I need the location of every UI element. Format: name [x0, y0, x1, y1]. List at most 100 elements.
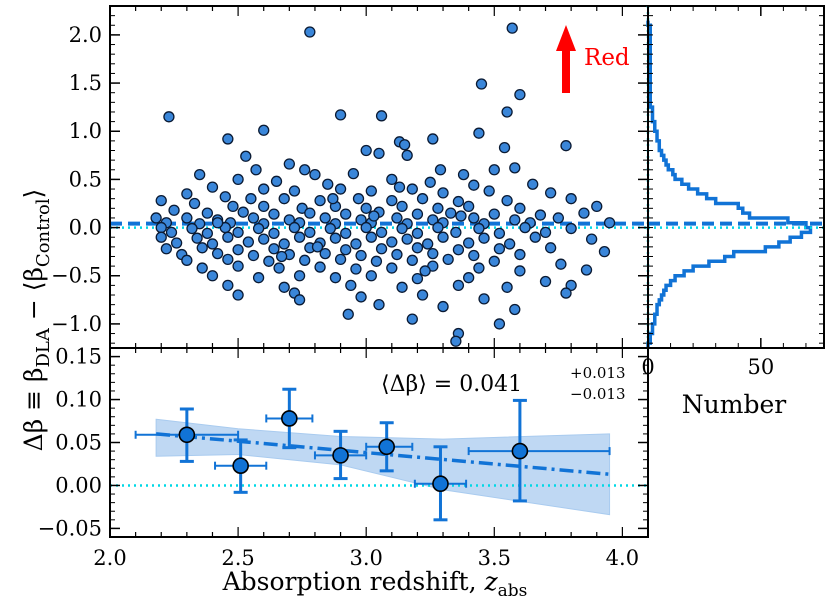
y-tick-label: 0.10 — [55, 388, 102, 412]
y-tick-label: 2.0 — [69, 23, 102, 47]
data-point — [350, 238, 362, 250]
data-point — [375, 243, 388, 255]
x-tick-label: 2.5 — [221, 546, 254, 570]
data-point — [201, 207, 214, 219]
y-axis-title-lhs: Δβ ≡ β — [19, 368, 48, 452]
data-point — [245, 193, 257, 205]
y-tick-label: 0.15 — [55, 345, 102, 369]
data-point — [293, 231, 306, 243]
data-point — [211, 217, 224, 229]
data-point — [483, 185, 495, 197]
data-point — [514, 202, 526, 214]
data-point — [386, 262, 398, 274]
data-point — [342, 308, 354, 320]
data-point — [544, 242, 557, 254]
data-point — [391, 248, 403, 261]
data-point — [514, 248, 526, 261]
data-point — [268, 227, 280, 240]
data-point — [411, 272, 424, 285]
data-point — [188, 197, 201, 210]
data-point — [598, 246, 611, 258]
data-point — [201, 227, 214, 240]
data-point — [445, 207, 457, 219]
data-point — [160, 243, 173, 255]
data-point — [232, 226, 244, 239]
data-point — [370, 255, 383, 267]
y-tick-label: 0.5 — [69, 167, 102, 191]
data-point — [275, 250, 288, 263]
data-point — [211, 247, 224, 260]
data-point — [565, 222, 577, 235]
data-point — [473, 262, 485, 274]
data-point — [196, 242, 208, 254]
data-point — [488, 255, 500, 267]
data-point — [416, 289, 429, 301]
data-point — [529, 231, 541, 243]
y-axis-title-end: ⟩ — [19, 189, 48, 199]
data-point — [206, 181, 219, 193]
y-tick-label: 1.0 — [69, 119, 102, 143]
data-point — [386, 194, 398, 207]
data-point — [501, 194, 513, 207]
data-point — [437, 231, 449, 243]
data-point — [345, 279, 357, 292]
data-point — [527, 178, 539, 190]
data-point — [468, 179, 480, 191]
data-point — [373, 147, 385, 160]
data-point — [186, 222, 198, 235]
x-axis-title-var: z — [483, 567, 498, 596]
data-point — [365, 270, 377, 282]
data-point — [591, 200, 603, 213]
data-point — [319, 247, 331, 260]
y-axis-title-sub1: DLA — [33, 327, 54, 367]
data-point — [565, 279, 577, 292]
data-point — [165, 226, 178, 239]
data-point — [493, 318, 506, 330]
data-point — [304, 26, 316, 38]
data-point — [427, 133, 439, 145]
data-point — [565, 193, 577, 205]
mean-annotation-sup: +0.013 — [570, 364, 626, 382]
data-point — [283, 214, 295, 226]
data-point — [309, 168, 321, 181]
data-point — [155, 221, 167, 234]
red-arrow-icon — [556, 25, 576, 93]
data-point — [252, 222, 265, 235]
data-point — [578, 207, 590, 219]
data-point — [373, 298, 385, 311]
data-point — [501, 106, 513, 118]
data-point — [232, 260, 244, 272]
data-point — [396, 222, 408, 235]
data-point — [206, 238, 219, 250]
data-point — [327, 193, 339, 205]
data-point — [473, 127, 485, 139]
data-point — [452, 279, 465, 292]
data-point — [270, 175, 283, 187]
data-point — [322, 178, 334, 190]
data-point — [247, 249, 260, 262]
data-point — [488, 164, 500, 176]
mean-annotation-lhs: ⟨Δβ⟩ = 0.041 — [381, 372, 522, 397]
data-point — [222, 253, 234, 266]
data-point — [227, 200, 239, 213]
data-point — [360, 221, 372, 234]
data-point — [314, 261, 326, 273]
data-point — [514, 265, 526, 277]
y-tick-label: −1.0 — [51, 312, 102, 336]
data-point — [288, 221, 301, 234]
data-point — [252, 272, 265, 284]
data-point — [268, 243, 280, 255]
data-point — [360, 144, 372, 157]
data-point — [263, 255, 275, 267]
data-point — [452, 195, 465, 208]
data-point — [181, 188, 193, 200]
data-point — [155, 231, 167, 243]
data-point — [194, 168, 206, 181]
data-point — [463, 272, 475, 284]
data-point — [278, 281, 290, 293]
data-point — [222, 133, 234, 145]
x-tick-label: 3.0 — [349, 546, 382, 570]
data-point — [222, 231, 234, 243]
data-point — [478, 293, 490, 305]
data-point — [150, 212, 162, 224]
